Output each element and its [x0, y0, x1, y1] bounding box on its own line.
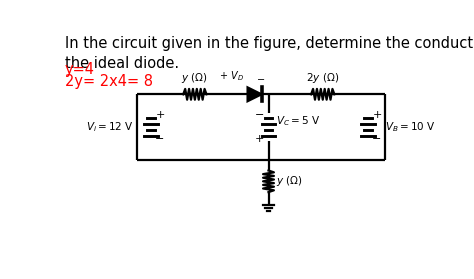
Text: +: +	[255, 134, 264, 144]
Text: $+\ V_D$: $+\ V_D$	[219, 69, 244, 83]
Text: $y\ (\Omega)$: $y\ (\Omega)$	[276, 174, 303, 188]
Polygon shape	[247, 87, 262, 101]
Text: $V_C = 5\ \mathrm{V}$: $V_C = 5\ \mathrm{V}$	[276, 114, 320, 128]
Text: −: −	[155, 134, 164, 144]
Text: 2y= 2x4= 8: 2y= 2x4= 8	[64, 74, 153, 88]
Text: −: −	[372, 134, 382, 144]
Text: $y\ (\Omega)$: $y\ (\Omega)$	[182, 71, 208, 85]
Text: $V_B = 10\ \mathrm{V}$: $V_B = 10\ \mathrm{V}$	[385, 120, 436, 134]
Text: $-$: $-$	[256, 73, 265, 83]
Text: $V_i = 12\ \mathrm{V}$: $V_i = 12\ \mathrm{V}$	[86, 120, 134, 134]
Text: y=4: y=4	[64, 62, 95, 77]
Text: +: +	[372, 110, 382, 120]
Text: In the circuit given in the figure, determine the conduction state of
the ideal : In the circuit given in the figure, dete…	[64, 36, 474, 71]
Text: −: −	[255, 110, 264, 120]
Text: $2y\ (\Omega)$: $2y\ (\Omega)$	[306, 71, 339, 85]
Text: +: +	[155, 110, 164, 120]
